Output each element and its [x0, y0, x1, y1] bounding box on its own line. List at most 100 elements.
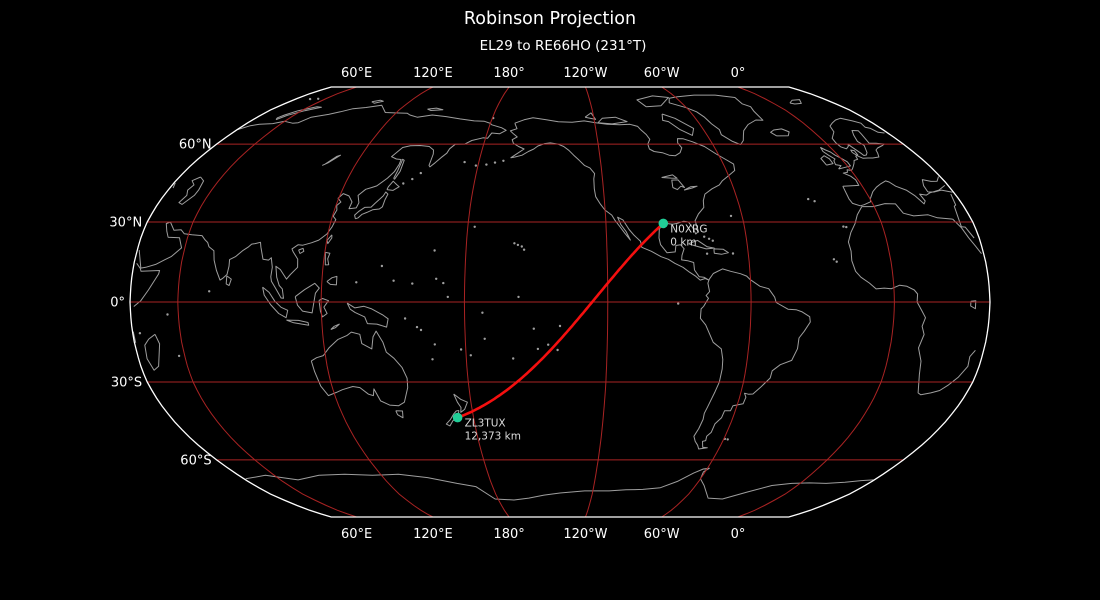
coastline-path: [138, 104, 507, 299]
meridian-line: [463, 86, 510, 518]
islet-dot: [556, 348, 559, 352]
meridian-line: [661, 86, 752, 518]
islet-dot: [813, 200, 816, 203]
graticule-layer: [130, 86, 990, 518]
islet-dot: [138, 332, 142, 335]
islet-dot: [731, 252, 735, 255]
islet-dot: [512, 357, 515, 360]
coastline-path: [395, 410, 404, 419]
islet-dot: [516, 243, 520, 247]
coastline-path: [393, 158, 405, 180]
figure-subtitle: EL29 to RE66HO (231°T): [479, 38, 647, 54]
coastline-path: [509, 117, 736, 281]
coastline-path: [262, 286, 289, 319]
islet-dot: [558, 324, 562, 328]
coastline-path: [713, 248, 729, 255]
islet-dot: [493, 161, 497, 164]
islet-dot: [459, 348, 463, 351]
islet-dot: [166, 313, 169, 316]
islet-dot: [807, 197, 810, 201]
islet-dot: [411, 282, 414, 285]
coastline-path: [294, 282, 320, 314]
coastline-path: [453, 393, 468, 413]
coastline-path: [318, 298, 329, 318]
lon-tick-label-top: 180°: [493, 66, 524, 81]
islet-dot: [703, 235, 706, 238]
islet-dot: [431, 358, 434, 361]
islet-dot: [707, 237, 711, 240]
coastline-path: [789, 99, 802, 105]
lon-tick-label-bottom: 180°: [493, 527, 524, 542]
coastline-path: [225, 275, 232, 286]
islet-dot: [481, 311, 484, 314]
coastline-path: [636, 95, 669, 108]
coastline-path: [346, 302, 389, 328]
islet-dot: [520, 245, 523, 248]
islet-dot: [711, 239, 714, 242]
great-circle-path: [456, 222, 665, 419]
coastline-path: [820, 155, 834, 166]
islet-dot: [522, 248, 526, 251]
islet-dot: [380, 264, 384, 268]
coastline-path: [671, 179, 685, 191]
coastline-path: [770, 128, 790, 137]
coastline-path: [286, 319, 310, 326]
station-distance-n0xrg: 0 km: [670, 236, 696, 248]
lon-tick-label-bottom: 120°W: [563, 527, 607, 542]
coastline-path: [178, 176, 205, 205]
coastlines-layer: [132, 94, 982, 501]
coastline-path: [829, 117, 885, 187]
islet-dot: [473, 225, 476, 228]
station-marker-n0xrg: [658, 218, 669, 229]
islet-dot: [532, 327, 535, 330]
islet-dot: [415, 325, 419, 329]
coastline-path: [326, 275, 338, 286]
lon-tick-label-bottom: 60°E: [341, 527, 372, 542]
coastline-path: [386, 180, 400, 191]
islet-dot: [433, 343, 436, 346]
station-callsign-zl3tux: ZL3TUX: [465, 418, 506, 430]
meridian-line: [177, 86, 357, 518]
coastline-path: [921, 176, 939, 193]
coastline-path: [324, 251, 331, 266]
coastline-path: [683, 185, 698, 191]
coastline-path: [661, 174, 678, 179]
coastline-path: [144, 333, 161, 371]
lon-tick-label-bottom: 0°: [731, 527, 746, 542]
islet-dot: [469, 354, 472, 357]
islet-dot: [317, 97, 320, 101]
coastline-path: [847, 203, 976, 396]
station-distance-zl3tux: 12,373 km: [465, 431, 521, 443]
coastline-path: [927, 189, 953, 193]
islet-dot: [536, 347, 540, 351]
islet-dot: [411, 177, 414, 181]
coastline-path: [132, 331, 137, 343]
coastline-path: [688, 239, 715, 250]
lon-tick-label-bottom: 120°E: [413, 527, 453, 542]
figure-title: Robinson Projection: [463, 9, 637, 29]
lat-tick-label: 30°S: [111, 376, 142, 391]
islet-dot: [502, 159, 505, 162]
islet-dot: [419, 171, 422, 175]
lon-tick-label-top: 120°E: [413, 66, 453, 81]
lon-tick-label-top: 0°: [731, 66, 746, 81]
lon-tick-label-bottom: 60°W: [644, 527, 680, 542]
coastline-path: [133, 263, 161, 307]
coastline-path: [326, 234, 333, 245]
islet-dot: [547, 343, 550, 346]
islet-dot: [726, 438, 729, 441]
coastline-path: [330, 323, 340, 330]
coastline-path: [820, 147, 851, 170]
coastline-path: [371, 99, 384, 104]
lon-tick-label-top: 60°W: [644, 66, 680, 81]
meridian-line: [584, 86, 609, 518]
islet-dot: [832, 258, 836, 261]
islet-dot: [419, 328, 423, 332]
islet-dot: [677, 302, 680, 305]
lat-tick-label: 60°S: [180, 453, 211, 468]
coastline-path: [354, 191, 389, 220]
islet-dot: [517, 295, 520, 299]
coastline-path: [668, 94, 764, 146]
